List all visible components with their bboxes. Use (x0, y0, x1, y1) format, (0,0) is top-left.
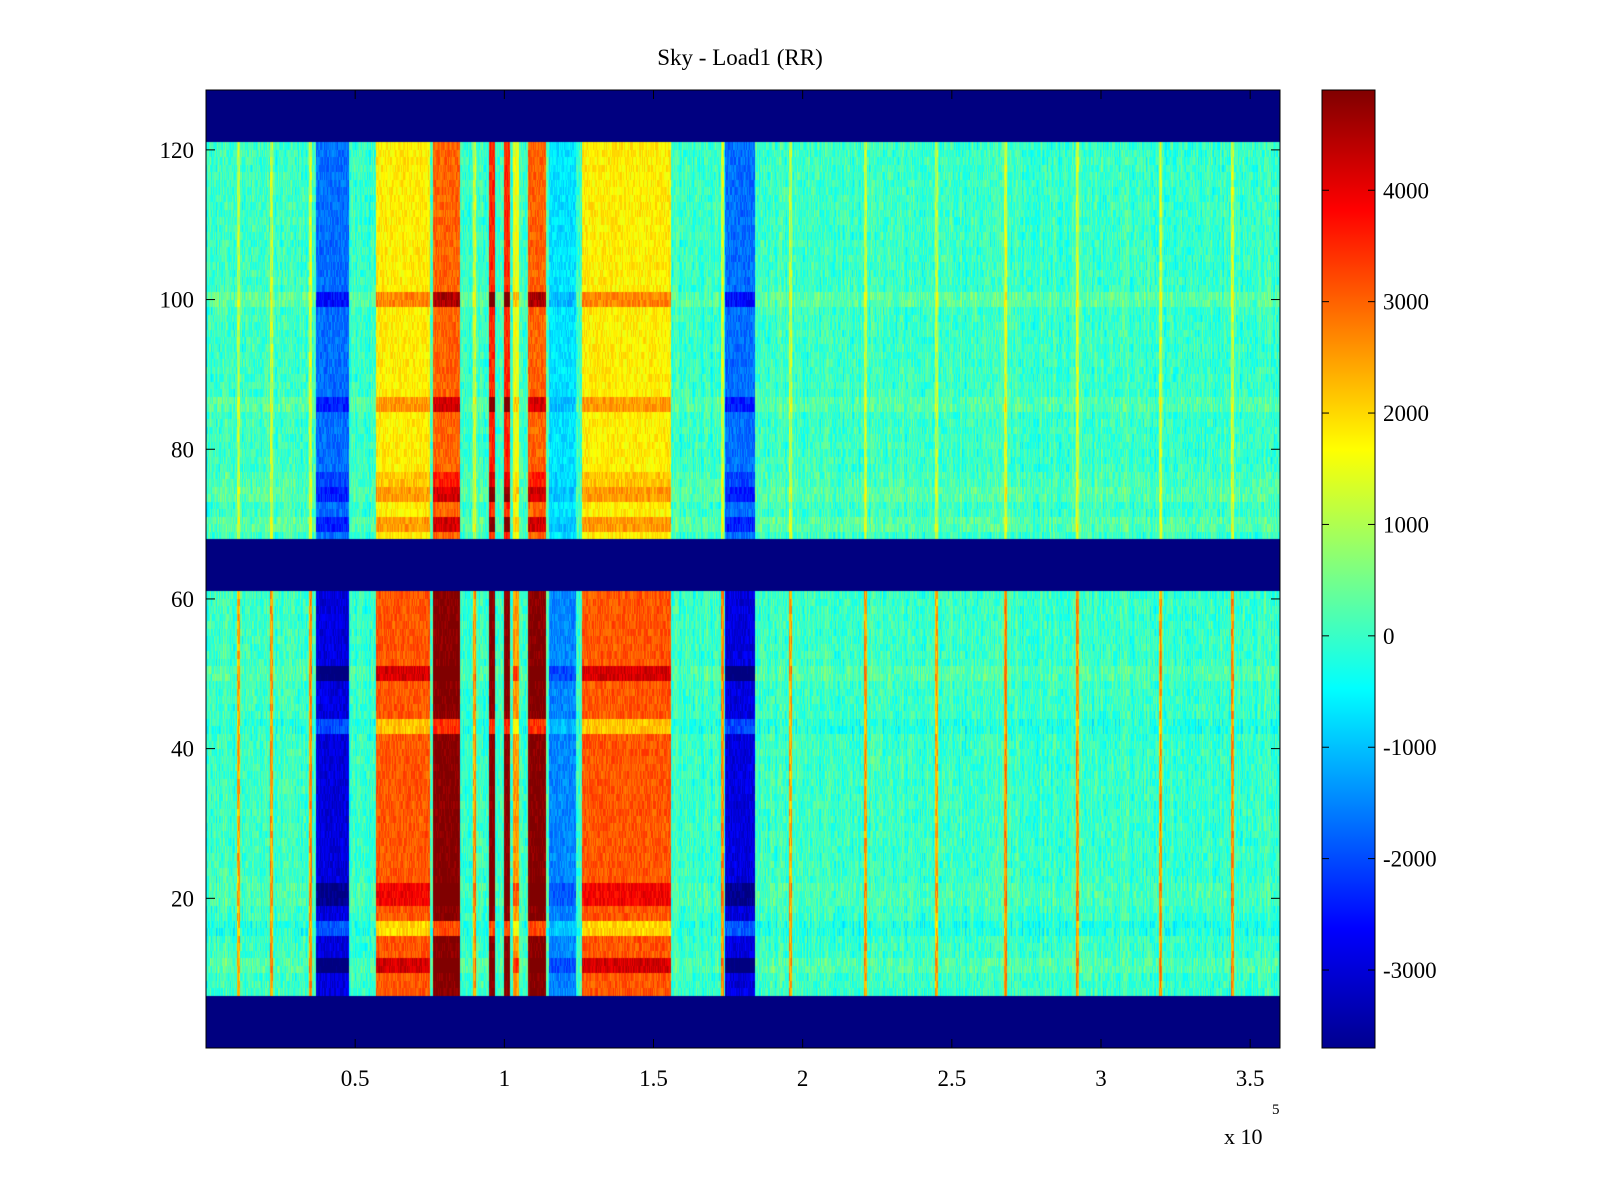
x-axis: 0.5 1 1.5 2 2.5 3 3.5 (341, 90, 1265, 1091)
colorbar-tick-label: 3000 (1383, 290, 1429, 315)
colorbar-tick-label: -2000 (1383, 847, 1437, 872)
colorbar-gradient (1321, 89, 1376, 1049)
y-tick-label: 40 (171, 737, 194, 762)
x-tick-label: 3.5 (1236, 1066, 1265, 1091)
chart-title: Sky - Load1 (RR) (657, 45, 822, 70)
plot-area (205, 89, 1281, 1049)
colorbar-tick-label: 4000 (1383, 178, 1429, 203)
x-tick-label: 3 (1095, 1066, 1107, 1091)
colorbar-ticks: 4000 3000 2000 1000 0 -1000 -2000 -3000 (1322, 178, 1437, 983)
x-tick-label: 1 (499, 1066, 511, 1091)
y-axis: 20 40 60 80 100 120 (160, 138, 1280, 911)
y-tick-label: 60 (171, 587, 194, 612)
x-tick-label: 0.5 (341, 1066, 370, 1091)
colorbar-tick-label: 2000 (1383, 401, 1429, 426)
heatmap-image (206, 90, 1280, 1048)
y-tick-label: 100 (160, 288, 195, 313)
y-tick-label: 80 (171, 437, 194, 462)
x-tick-label: 2 (797, 1066, 809, 1091)
colorbar: 4000 3000 2000 1000 0 -1000 -2000 -3000 (1321, 89, 1437, 1049)
colorbar-tick-label: -1000 (1383, 735, 1437, 760)
x-tick-label: 2.5 (937, 1066, 966, 1091)
x-exponent-label: x 10 (1224, 1124, 1263, 1149)
x-tick-label: 1.5 (639, 1066, 668, 1091)
colorbar-tick-label: 0 (1383, 624, 1395, 649)
plot-frame (205, 89, 1281, 1049)
colorbar-tick-label: -3000 (1383, 958, 1437, 983)
y-tick-label: 120 (160, 138, 195, 163)
x-exponent-power: 5 (1272, 1102, 1280, 1118)
x-exponent-base: x 10 (1224, 1124, 1263, 1149)
colorbar-tick-label: 1000 (1383, 512, 1429, 537)
y-tick-label: 20 (171, 886, 194, 911)
